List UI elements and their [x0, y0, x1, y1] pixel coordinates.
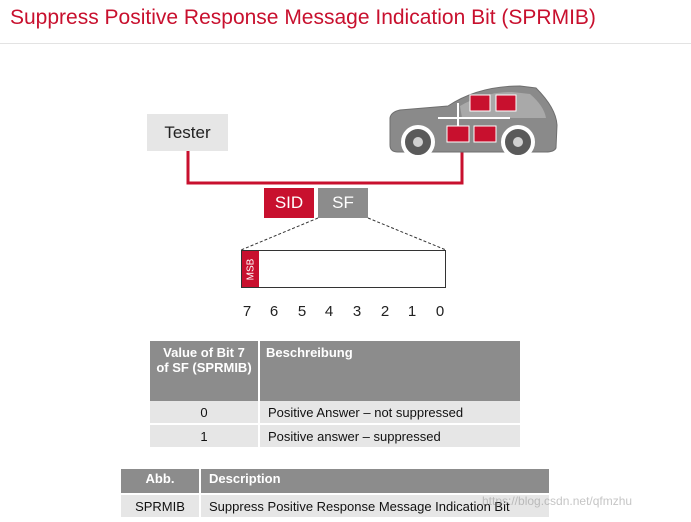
ecu-box [469, 94, 491, 112]
bit-number: 6 [269, 303, 279, 320]
car-icon [389, 85, 558, 159]
header-abbr: Abb. [121, 469, 201, 493]
cell-description: Suppress Positive Response Message Indic… [201, 493, 549, 517]
msb-cell: MSB [242, 251, 259, 287]
sf-byte-box: MSB [241, 250, 446, 288]
ecu-box [446, 125, 470, 143]
header-description: Description [201, 469, 549, 493]
table-row: SPRMIB Suppress Positive Response Messag… [121, 493, 549, 517]
title-divider [0, 43, 691, 44]
table-header-row: Value of Bit 7 of SF (SPRMIB) Beschreibu… [150, 341, 520, 401]
watermark: https://blog.csdn.net/qfmzhu [482, 494, 633, 508]
cell-value: 1 [150, 425, 260, 447]
tester-box: Tester [147, 114, 228, 151]
cell-description: Positive Answer – not suppressed [260, 401, 520, 425]
bit-number: 2 [380, 303, 390, 320]
abbreviation-table: Abb. Description SPRMIB Suppress Positiv… [121, 469, 549, 517]
bit-number: 4 [324, 303, 334, 320]
msb-label: MSB [245, 258, 257, 280]
ecu-box [473, 125, 497, 143]
bit-number: 5 [297, 303, 307, 320]
bit-number: 7 [242, 303, 252, 320]
sf-field: SF [318, 188, 368, 218]
header-value-bit7: Value of Bit 7 of SF (SPRMIB) [150, 341, 260, 401]
cell-description: Positive answer – suppressed [260, 425, 520, 447]
page-title: Suppress Positive Response Message Indic… [10, 6, 596, 29]
sprmib-value-table: Value of Bit 7 of SF (SPRMIB) Beschreibu… [150, 341, 520, 447]
connection-line [186, 140, 464, 185]
table-row: 0 Positive Answer – not suppressed [150, 401, 520, 425]
sid-field: SID [264, 188, 314, 218]
header-beschreibung: Beschreibung [260, 341, 520, 401]
bit-number: 0 [435, 303, 445, 320]
table-header-row: Abb. Description [121, 469, 549, 493]
ecu-box [495, 94, 517, 112]
zoom-line-right [367, 217, 447, 251]
table-row: 1 Positive answer – suppressed [150, 425, 520, 447]
bit-number: 1 [407, 303, 417, 320]
cell-abbr: SPRMIB [121, 493, 201, 517]
cell-value: 0 [150, 401, 260, 425]
zoom-line-left [240, 217, 319, 251]
bit-number: 3 [352, 303, 362, 320]
